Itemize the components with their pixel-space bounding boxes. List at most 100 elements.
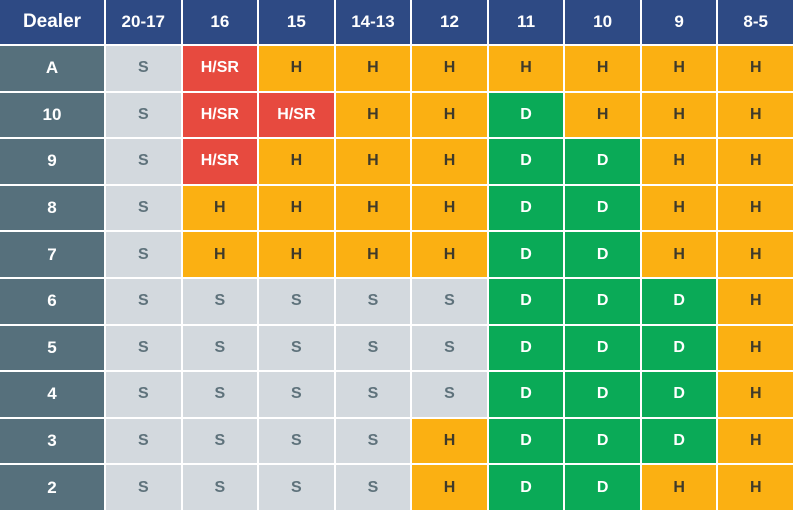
strategy-cell: S — [106, 46, 181, 91]
strategy-cell: H — [412, 232, 487, 277]
strategy-cell: H — [718, 46, 793, 91]
strategy-cell: D — [488, 232, 564, 277]
strategy-cell: S — [106, 372, 181, 417]
strategy-cell: H — [718, 418, 793, 464]
column-header: 14-13 — [335, 0, 411, 44]
strategy-cell: H/SR — [259, 92, 334, 138]
strategy-cell: S — [182, 325, 258, 371]
strategy-cell: S — [182, 278, 258, 324]
strategy-cell: H — [412, 185, 487, 231]
strategy-cell: D — [488, 465, 564, 510]
strategy-cell: H — [641, 185, 717, 231]
strategy-cell: H/SR — [182, 46, 258, 91]
strategy-cell: H — [718, 185, 793, 231]
strategy-cell: H — [412, 46, 487, 91]
dealer-row-label: 2 — [0, 465, 104, 510]
strategy-cell: S — [182, 418, 258, 464]
strategy-cell: D — [488, 418, 564, 464]
strategy-cell: D — [641, 372, 717, 417]
strategy-cell: S — [259, 278, 334, 324]
strategy-cell: H — [718, 92, 793, 138]
dealer-row-label: 3 — [0, 418, 104, 464]
strategy-cell: S — [412, 325, 487, 371]
strategy-cell: H — [259, 232, 334, 277]
strategy-cell: H — [259, 139, 334, 184]
strategy-cell: S — [259, 325, 334, 371]
strategy-cell: H — [335, 92, 411, 138]
strategy-cell: S — [106, 278, 181, 324]
strategy-cell: D — [565, 278, 640, 324]
column-header: 8-5 — [718, 0, 793, 44]
strategy-cell: S — [106, 465, 181, 510]
dealer-row-label: 6 — [0, 278, 104, 324]
dealer-row-label: A — [0, 46, 104, 91]
strategy-cell: H — [565, 46, 640, 91]
strategy-cell: D — [565, 232, 640, 277]
strategy-cell: H/SR — [182, 139, 258, 184]
strategy-cell: S — [106, 418, 181, 464]
column-header: 12 — [412, 0, 487, 44]
strategy-cell: H — [565, 92, 640, 138]
strategy-cell: S — [182, 372, 258, 417]
strategy-cell: D — [565, 372, 640, 417]
strategy-cell: H — [412, 465, 487, 510]
strategy-cell: H — [412, 139, 487, 184]
dealer-row-label: 4 — [0, 372, 104, 417]
column-header: 16 — [182, 0, 258, 44]
strategy-cell: H — [641, 232, 717, 277]
strategy-cell: S — [335, 418, 411, 464]
dealer-row-label: 5 — [0, 325, 104, 371]
strategy-cell: H — [182, 185, 258, 231]
strategy-cell: D — [565, 418, 640, 464]
dealer-row-label: 8 — [0, 185, 104, 231]
strategy-cell: S — [259, 418, 334, 464]
strategy-cell: D — [641, 278, 717, 324]
strategy-cell: H — [718, 465, 793, 510]
strategy-cell: S — [106, 139, 181, 184]
strategy-cell: H — [335, 46, 411, 91]
strategy-cell: D — [488, 372, 564, 417]
dealer-row-label: 7 — [0, 232, 104, 277]
strategy-cell: D — [488, 278, 564, 324]
strategy-cell: D — [565, 139, 640, 184]
strategy-cell: S — [106, 185, 181, 231]
column-header: 11 — [488, 0, 564, 44]
strategy-cell: S — [335, 465, 411, 510]
strategy-cell: S — [259, 465, 334, 510]
strategy-cell: H — [641, 92, 717, 138]
strategy-cell: D — [565, 465, 640, 510]
strategy-cell: H — [718, 139, 793, 184]
strategy-cell: D — [488, 185, 564, 231]
dealer-row-label: 9 — [0, 139, 104, 184]
strategy-cell: S — [106, 92, 181, 138]
dealer-corner-header: Dealer — [0, 0, 104, 44]
strategy-cell: H — [718, 325, 793, 371]
strategy-cell: D — [488, 139, 564, 184]
strategy-cell: S — [412, 278, 487, 324]
strategy-cell: D — [641, 418, 717, 464]
strategy-cell: H — [488, 46, 564, 91]
strategy-cell: S — [335, 325, 411, 371]
strategy-cell: H — [259, 46, 334, 91]
strategy-cell: H/SR — [182, 92, 258, 138]
strategy-cell: D — [488, 92, 564, 138]
column-header: 15 — [259, 0, 334, 44]
strategy-cell: H — [335, 139, 411, 184]
strategy-cell: H — [412, 92, 487, 138]
strategy-cell: H — [335, 185, 411, 231]
strategy-cell: H — [641, 465, 717, 510]
dealer-row-label: 10 — [0, 92, 104, 138]
strategy-cell: H — [259, 185, 334, 231]
strategy-cell: S — [412, 372, 487, 417]
strategy-cell: H — [412, 418, 487, 464]
strategy-cell: H — [718, 278, 793, 324]
strategy-cell: S — [335, 372, 411, 417]
strategy-cell: D — [488, 325, 564, 371]
strategy-cell: S — [335, 278, 411, 324]
column-header: 9 — [641, 0, 717, 44]
strategy-cell: S — [106, 325, 181, 371]
strategy-cell: D — [641, 325, 717, 371]
strategy-cell: H — [641, 46, 717, 91]
strategy-cell: D — [565, 325, 640, 371]
